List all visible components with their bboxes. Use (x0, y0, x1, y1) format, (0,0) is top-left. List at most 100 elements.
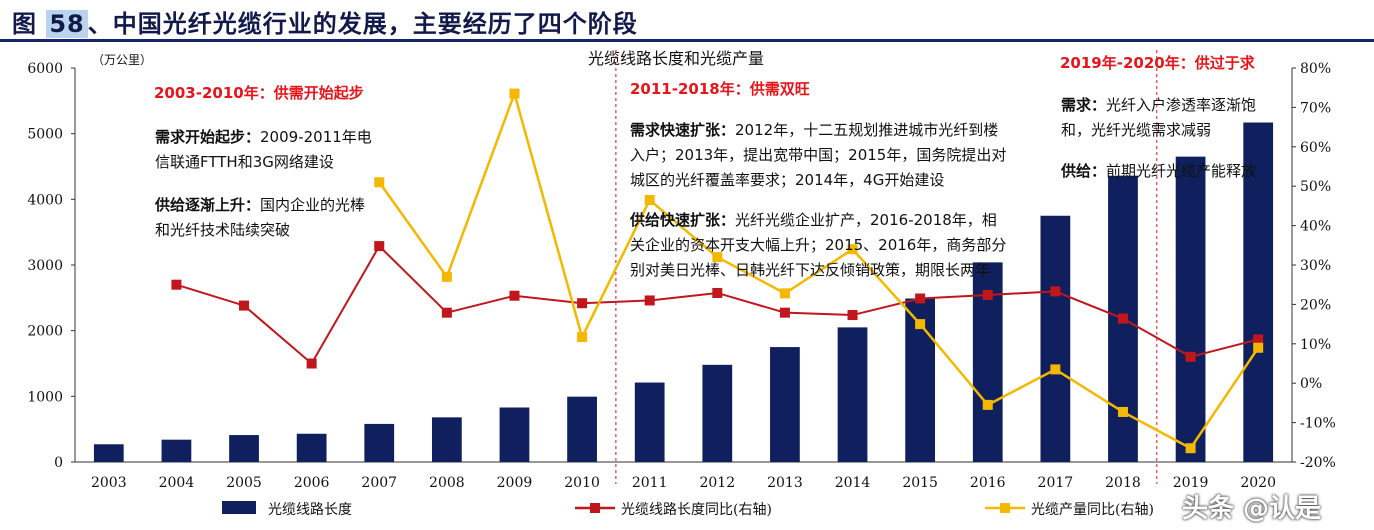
x-tick-label: 2010 (564, 475, 600, 491)
right-tick-label: -10% (1300, 416, 1336, 432)
stage2-header: 2011-2018年：供需双旺 (630, 80, 810, 98)
plot-area: 6000 5000 4000 3000 2000 1000 0 80% 70% 60% 50% 40%… (27, 50, 1336, 518)
stage2-supply-line1: 供给快速扩张：光纤光缆企业扩产，2016-2018年，相 (630, 208, 1006, 233)
bar-2005 (229, 435, 259, 462)
header-rule (0, 39, 1374, 42)
stage3-header: 2019年-2020年：供过于求 (1060, 54, 1255, 72)
length-yoy-point (239, 300, 250, 311)
x-tick-label: 2004 (159, 475, 195, 491)
x-tick-label: 2003 (91, 475, 127, 491)
left-tick-label: 2000 (27, 324, 63, 340)
output-yoy-point (1117, 406, 1128, 417)
right-tick-label: 10% (1300, 337, 1331, 353)
output-yoy-point (982, 399, 993, 410)
x-tick-label: 2014 (835, 475, 871, 491)
bar-2008 (431, 417, 462, 462)
figure-number: 58 (46, 10, 88, 38)
output-yoy-point (441, 271, 452, 282)
stage1-demand-label: 需求开始起步： (155, 128, 261, 146)
output-yoy-point (1253, 342, 1264, 353)
x-tick-label: 2008 (429, 475, 465, 491)
stage3-supply-note: 供给：前期光纤光缆产能释放 (1061, 159, 1256, 184)
bar-2010 (567, 396, 597, 462)
figure-label-prefix: 图 (12, 10, 47, 38)
stage1-header: 2003-2010年：供需开始起步 (154, 84, 364, 102)
length-yoy-point (306, 358, 317, 369)
x-tick-label: 2019 (1173, 475, 1209, 491)
left-tick-label: 0 (54, 455, 63, 471)
stage3-demand-line1: 需求：光纤入户渗透率逐渐饱 (1061, 93, 1256, 118)
x-tick-label: 2013 (767, 475, 803, 491)
length-yoy-point (644, 295, 655, 306)
stage1-supply-label: 供给逐渐上升： (155, 196, 261, 214)
length-yoy-point (982, 289, 993, 300)
figure-title: 图 58 、中国光纤光缆行业的发展，主要经历了四个阶段 (12, 4, 638, 39)
length-yoy-point (577, 298, 588, 309)
chart-title: 光缆线路长度和光缆产量 (588, 49, 764, 68)
stage1-demand-line2: 信联通FTTH和3G网络建设 (155, 153, 334, 171)
figure-header: 图 58 、中国光纤光缆行业的发展，主要经历了四个阶段 (0, 0, 1374, 42)
length-yoy-point (509, 290, 520, 301)
length-yoy-point (374, 241, 385, 252)
legend-marker (1000, 503, 1010, 513)
bar-2004 (161, 439, 192, 462)
bar-2019 (1175, 156, 1206, 462)
length-yoy-point (441, 307, 452, 318)
stage1-supply-note: 供给逐渐上升：国内企业的光棒 和光纤技术陆续突破 (155, 193, 365, 243)
x-tick-label: 2016 (970, 475, 1006, 491)
left-axis-unit: （万公里） (92, 53, 152, 67)
x-tick-label: 2009 (497, 475, 533, 491)
output-yoy-point (509, 88, 520, 99)
stage2-supply-note: 供给快速扩张：光纤光缆企业扩产，2016-2018年，相 关企业的资本开支大幅上… (630, 208, 1006, 283)
stage2-demand-line2: 入户；2013年，提出宽带中国；2015年，国务院提出对 (630, 146, 1007, 164)
left-tick-label: 1000 (27, 389, 63, 405)
bar-2011 (634, 382, 665, 462)
stage3-demand-text1: 光纤入户渗透率逐渐饱 (1106, 96, 1257, 114)
left-tick-label: 6000 (27, 61, 63, 77)
stage2-supply-line2: 关企业的资本开支大幅上升；2015、2016年，商务部分 (630, 236, 1007, 254)
output-yoy-point (847, 244, 858, 255)
stage3-demand-label: 需求： (1061, 96, 1107, 114)
stage1-supply-text1: 国内企业的光棒 (260, 196, 366, 214)
right-tick-label: -20% (1300, 455, 1336, 471)
stage1-demand-note: 需求开始起步：2009-2011年电 信联通FTTH和3G网络建设 (155, 125, 372, 175)
stage3-supply-line1: 供给：前期光纤光缆产能释放 (1061, 159, 1256, 184)
bar-2014 (837, 327, 868, 462)
bar-2017 (1040, 215, 1071, 462)
stage2-supply-text1: 光纤光缆企业扩产，2016-2018年，相 (735, 211, 997, 229)
stage3-supply-text1: 前期光纤光缆产能释放 (1106, 162, 1257, 180)
x-tick-label: 2020 (1240, 475, 1276, 491)
length-yoy-point (712, 287, 723, 298)
stage2-supply-line3: 别对美日光棒、日韩光纤下达反倾销政策，期限长两年 (630, 261, 991, 279)
stage1-demand-line1: 需求开始起步：2009-2011年电 (155, 125, 372, 150)
stage1-supply-line1: 供给逐渐上升：国内企业的光棒 (155, 193, 365, 218)
output-yoy-point (1050, 364, 1061, 375)
figure-title-text: 、中国光纤光缆行业的发展，主要经历了四个阶段 (87, 10, 638, 38)
output-yoy-point (1185, 443, 1196, 454)
legend-marker (590, 503, 600, 513)
x-tick-label: 2017 (1038, 475, 1074, 491)
length-yoy-point (915, 293, 926, 304)
right-tick-label: 40% (1300, 219, 1331, 235)
output-yoy-point (644, 194, 655, 205)
right-tick-label: 60% (1300, 140, 1331, 156)
chart: 光缆线路长度和光缆产量 （万公里） 6000 5000 4000 3000 2000 10… (27, 49, 1336, 518)
bar-2006 (296, 433, 327, 462)
stage3-demand-line2: 和，光纤光缆需求减弱 (1061, 121, 1212, 139)
x-tick-label: 2007 (361, 475, 397, 491)
length-yoy-point (1185, 351, 1196, 362)
x-tick-label: 2015 (902, 475, 938, 491)
length-yoy-point (171, 279, 182, 290)
right-tick-label: 0% (1300, 376, 1322, 392)
stage2-supply-label: 供给快速扩张： (630, 211, 736, 229)
stage3-demand-note: 需求：光纤入户渗透率逐渐饱 和，光纤光缆需求减弱 (1061, 93, 1256, 143)
x-tick-label: 2011 (632, 475, 668, 491)
length-yoy-point (779, 307, 790, 318)
output-yoy-point (712, 252, 723, 263)
left-tick-label: 5000 (27, 127, 63, 143)
right-tick-label: 50% (1300, 179, 1331, 195)
left-tick-label: 3000 (27, 258, 63, 274)
x-tick-label: 2005 (226, 475, 262, 491)
bar-2003 (93, 444, 124, 462)
x-tick-label: 2006 (294, 475, 330, 491)
